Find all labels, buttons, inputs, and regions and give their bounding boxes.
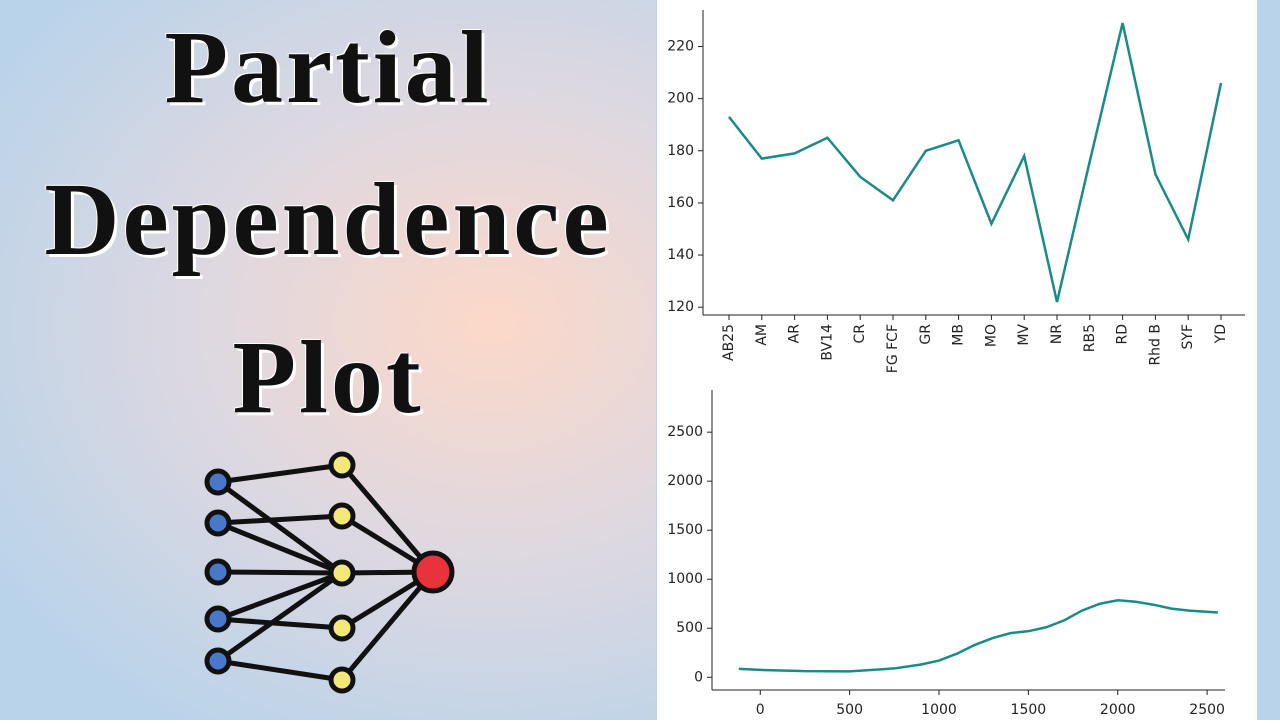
x-tick-label: MV — [1016, 324, 1032, 346]
chart-panel: 120 140 160 180 200 220 AB25 AM AR BV14 CR FG FCF GR… — [657, 0, 1257, 720]
x-tick-label: AB25 — [721, 324, 737, 361]
title-panel: Partial Dependence Plot — [0, 0, 656, 720]
x-tick-label: SYF — [1180, 324, 1196, 350]
y-tick-label: 220 — [667, 38, 694, 54]
y-tick-label: 0 — [694, 669, 703, 685]
x-tick-label: BV14 — [819, 324, 835, 361]
y-tick-label: 140 — [667, 247, 694, 263]
data-line — [738, 599, 1218, 673]
charts: 120 140 160 180 200 220 AB25 AM AR BV14 CR FG FCF GR… — [667, 10, 1245, 718]
y-tick-label: 1000 — [667, 571, 703, 587]
y-tick-label: 500 — [676, 620, 703, 636]
y-tick-label: 180 — [667, 143, 694, 159]
x-tick-label: 2500 — [1189, 702, 1225, 718]
x-tick-label: FG FCF — [885, 324, 901, 373]
x-tick-label: GR — [918, 324, 934, 345]
y-tick-label: 1500 — [667, 522, 703, 538]
x-tick-label: YD — [1213, 324, 1229, 344]
network-icon — [204, 451, 455, 694]
y-tick-label: 120 — [667, 299, 694, 315]
y-tick-label: 200 — [667, 91, 694, 107]
x-tick-label: 1000 — [921, 702, 957, 718]
x-tick-label: 0 — [756, 702, 765, 718]
x-tick-label: MO — [983, 324, 999, 347]
x-tick-label: Rhd B — [1147, 324, 1163, 366]
x-tick-label: RD — [1115, 324, 1131, 345]
title-line: Plot — [232, 320, 424, 435]
x-tick-label: CR — [852, 324, 868, 344]
y-tick-label: 2000 — [667, 473, 703, 489]
x-tick-label: RB5 — [1082, 324, 1098, 352]
x-tick-label: 500 — [836, 702, 863, 718]
x-tick-label: 2000 — [1100, 702, 1136, 718]
data-line — [728, 22, 1223, 303]
x-tick-label: AM — [754, 324, 770, 346]
y-tick-label: 160 — [667, 195, 694, 211]
title-line: Dependence — [44, 162, 612, 277]
y-tick-label: 2500 — [667, 424, 703, 440]
x-tick-label: AR — [787, 324, 803, 344]
x-tick-label: 1500 — [1011, 702, 1047, 718]
x-tick-label: NR — [1049, 324, 1065, 344]
title-line: Partial — [164, 10, 492, 125]
x-tick-label: MB — [951, 324, 967, 346]
